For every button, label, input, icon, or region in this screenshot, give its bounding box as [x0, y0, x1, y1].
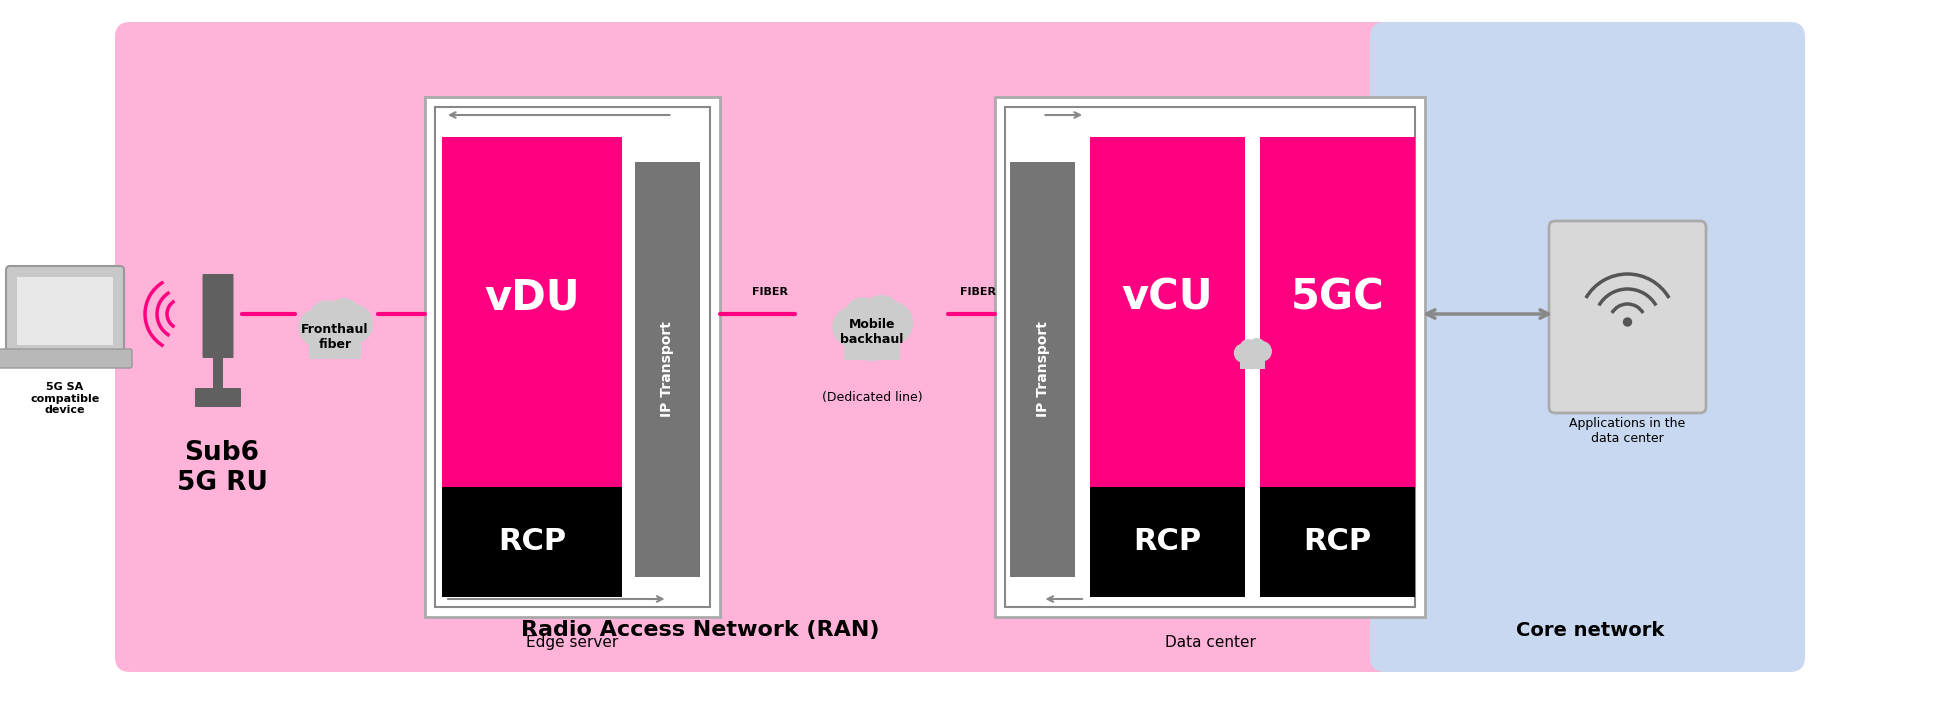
Circle shape	[863, 296, 900, 331]
FancyBboxPatch shape	[1239, 356, 1266, 369]
Text: Core network: Core network	[1517, 621, 1663, 640]
Text: RCP: RCP	[1133, 527, 1202, 557]
Text: FIBER: FIBER	[961, 287, 996, 297]
Text: 5G SA
compatible
device: 5G SA compatible device	[31, 382, 100, 415]
Circle shape	[1241, 343, 1264, 369]
Text: (Dedicated line): (Dedicated line)	[822, 390, 922, 404]
Circle shape	[327, 299, 360, 332]
Text: Edge server: Edge server	[526, 635, 618, 650]
Text: Sub6
5G RU: Sub6 5G RU	[176, 440, 268, 496]
FancyBboxPatch shape	[309, 333, 360, 359]
Circle shape	[1249, 339, 1264, 355]
Text: vCU: vCU	[1121, 277, 1213, 319]
FancyBboxPatch shape	[425, 97, 720, 617]
Circle shape	[1235, 344, 1252, 362]
FancyBboxPatch shape	[223, 274, 233, 358]
Circle shape	[1241, 340, 1256, 356]
Circle shape	[311, 301, 342, 333]
Circle shape	[871, 302, 912, 344]
FancyBboxPatch shape	[994, 97, 1425, 617]
FancyBboxPatch shape	[442, 137, 622, 597]
Circle shape	[299, 310, 335, 345]
Text: Radio Access Network (RAN): Radio Access Network (RAN)	[521, 620, 879, 640]
Text: Mobile
backhaul: Mobile backhaul	[840, 318, 904, 346]
Circle shape	[845, 306, 900, 360]
Circle shape	[845, 298, 881, 332]
Text: Applications in the
data center: Applications in the data center	[1570, 417, 1685, 445]
FancyBboxPatch shape	[1010, 162, 1074, 577]
FancyBboxPatch shape	[634, 162, 701, 577]
FancyBboxPatch shape	[1006, 107, 1415, 607]
Text: RCP: RCP	[1303, 527, 1372, 557]
FancyBboxPatch shape	[213, 355, 223, 391]
Text: FIBER: FIBER	[751, 287, 789, 297]
FancyBboxPatch shape	[1090, 137, 1245, 597]
FancyBboxPatch shape	[434, 107, 710, 607]
Circle shape	[1624, 318, 1632, 326]
FancyBboxPatch shape	[442, 487, 622, 597]
FancyBboxPatch shape	[202, 274, 213, 358]
FancyBboxPatch shape	[1260, 487, 1415, 597]
Text: Fronthaul
fiber: Fronthaul fiber	[301, 323, 368, 351]
FancyBboxPatch shape	[843, 332, 900, 360]
Text: IP Transport: IP Transport	[661, 322, 675, 418]
FancyBboxPatch shape	[1260, 137, 1415, 597]
FancyBboxPatch shape	[1090, 487, 1245, 597]
FancyBboxPatch shape	[6, 266, 123, 356]
Text: RCP: RCP	[497, 527, 566, 557]
FancyBboxPatch shape	[0, 349, 131, 368]
FancyBboxPatch shape	[213, 274, 223, 358]
Text: IP Transport: IP Transport	[1035, 322, 1049, 418]
Circle shape	[1252, 342, 1272, 361]
Circle shape	[309, 308, 360, 359]
Circle shape	[333, 305, 372, 343]
FancyBboxPatch shape	[115, 22, 1515, 672]
FancyBboxPatch shape	[1550, 221, 1707, 413]
Text: Data center: Data center	[1164, 635, 1256, 650]
FancyBboxPatch shape	[1370, 22, 1804, 672]
FancyBboxPatch shape	[196, 388, 241, 407]
Circle shape	[834, 307, 873, 346]
FancyBboxPatch shape	[18, 277, 114, 345]
Text: vDU: vDU	[483, 277, 579, 319]
Text: 5GC: 5GC	[1290, 277, 1384, 319]
